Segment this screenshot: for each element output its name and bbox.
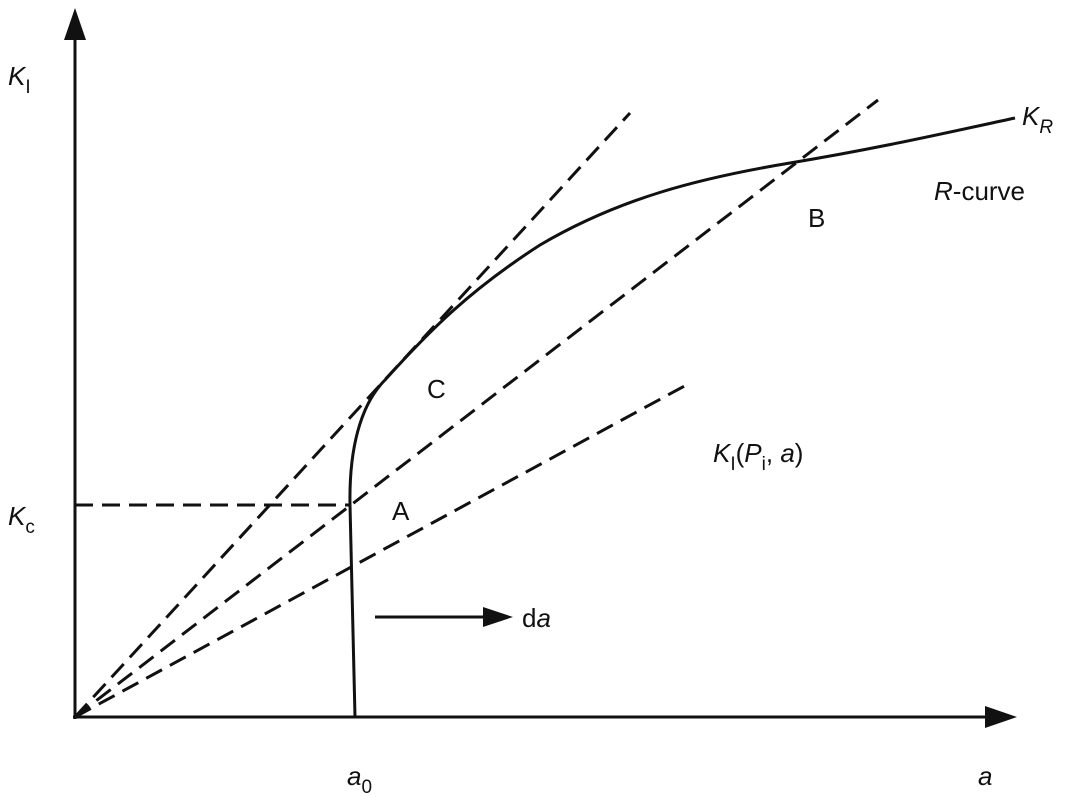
symbol: K	[713, 438, 732, 468]
driving-line	[74, 98, 879, 719]
subscript: 0	[361, 777, 372, 797]
symbol: a	[536, 603, 550, 633]
comma: ,	[766, 438, 780, 468]
y-label: KI	[8, 61, 31, 98]
subscript: i	[762, 454, 766, 475]
italic-part: R	[934, 176, 953, 206]
line-label: KI(Pi, a)	[713, 438, 803, 475]
point-c: C	[427, 374, 446, 404]
point-a: A	[392, 496, 410, 526]
curve-name: KR	[1022, 101, 1053, 138]
tangent-line	[73, 111, 632, 719]
symbol: K	[1022, 101, 1041, 131]
y-marker: Kc	[8, 501, 35, 538]
d: d	[522, 603, 536, 633]
driving-line-low	[74, 381, 691, 719]
x-arrowhead	[985, 706, 1017, 728]
x-marker: a0	[347, 761, 372, 797]
x-label: a	[978, 761, 992, 791]
symbol: a	[347, 761, 361, 791]
symbol: P	[744, 438, 762, 468]
subscript: c	[25, 517, 35, 538]
point-b: B	[808, 203, 825, 233]
symbol: K	[8, 61, 27, 91]
r-curve	[348, 116, 1016, 718]
subscript: I	[730, 454, 735, 475]
paren: )	[795, 438, 804, 468]
subscript: I	[25, 77, 30, 98]
rest: -curve	[953, 176, 1025, 206]
da-arrowhead	[483, 607, 513, 627]
symbol: a	[780, 438, 794, 468]
y-arrowhead	[64, 8, 86, 40]
increment-label: da	[522, 603, 551, 633]
subscript: R	[1039, 117, 1053, 138]
symbol: K	[8, 501, 27, 531]
curve-label: R-curve	[934, 176, 1025, 206]
paren: (	[736, 438, 745, 468]
